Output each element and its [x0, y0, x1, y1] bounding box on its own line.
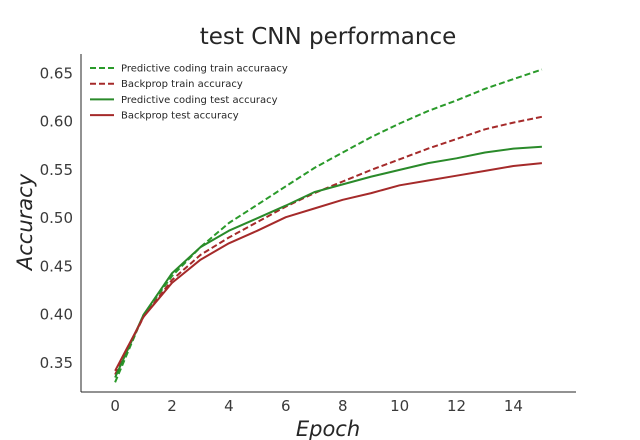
y-tick-label: 0.65 — [40, 64, 73, 82]
legend-label: Predictive coding train accuraacy — [121, 64, 288, 75]
y-tick-label: 0.40 — [40, 306, 73, 324]
x-tick-label: 12 — [447, 397, 466, 415]
x-tick-label: 14 — [504, 397, 523, 415]
series-line-4 — [114, 162, 543, 372]
series-line-2 — [114, 115, 543, 376]
series-line-3 — [114, 145, 542, 378]
y-tick-label: 0.55 — [40, 161, 73, 179]
y-tick-label: 0.60 — [40, 113, 73, 131]
legend: Predictive coding train accuraacy Backpro… — [90, 64, 288, 122]
x-axis-title: Epoch — [296, 417, 360, 440]
y-tick-label: 0.45 — [40, 257, 73, 275]
y-tick-label: 0.50 — [40, 209, 73, 227]
y-tick-label: 0.35 — [40, 354, 73, 372]
legend-label: Backprop test accuracy — [121, 111, 239, 122]
y-axis-title: Accuracy — [13, 173, 37, 272]
x-tick-label: 4 — [224, 397, 234, 415]
chart-title: test CNN performance — [200, 24, 457, 50]
legend-label: Backprop train accuracy — [121, 79, 243, 90]
x-tick-labels: 0 2 4 6 8 10 12 14 — [110, 397, 523, 415]
x-tick-label: 6 — [281, 397, 291, 415]
x-tick-label: 2 — [167, 397, 177, 415]
y-tick-labels: 0.35 0.40 0.45 0.50 0.55 0.60 0.65 — [40, 64, 73, 372]
series-line-1 — [114, 68, 543, 383]
legend-label: Predictive coding test accuracy — [121, 95, 278, 106]
plot-area — [114, 68, 543, 383]
x-tick-label: 10 — [390, 397, 409, 415]
x-tick-label: 8 — [338, 397, 348, 415]
x-tick-label: 0 — [110, 397, 120, 415]
